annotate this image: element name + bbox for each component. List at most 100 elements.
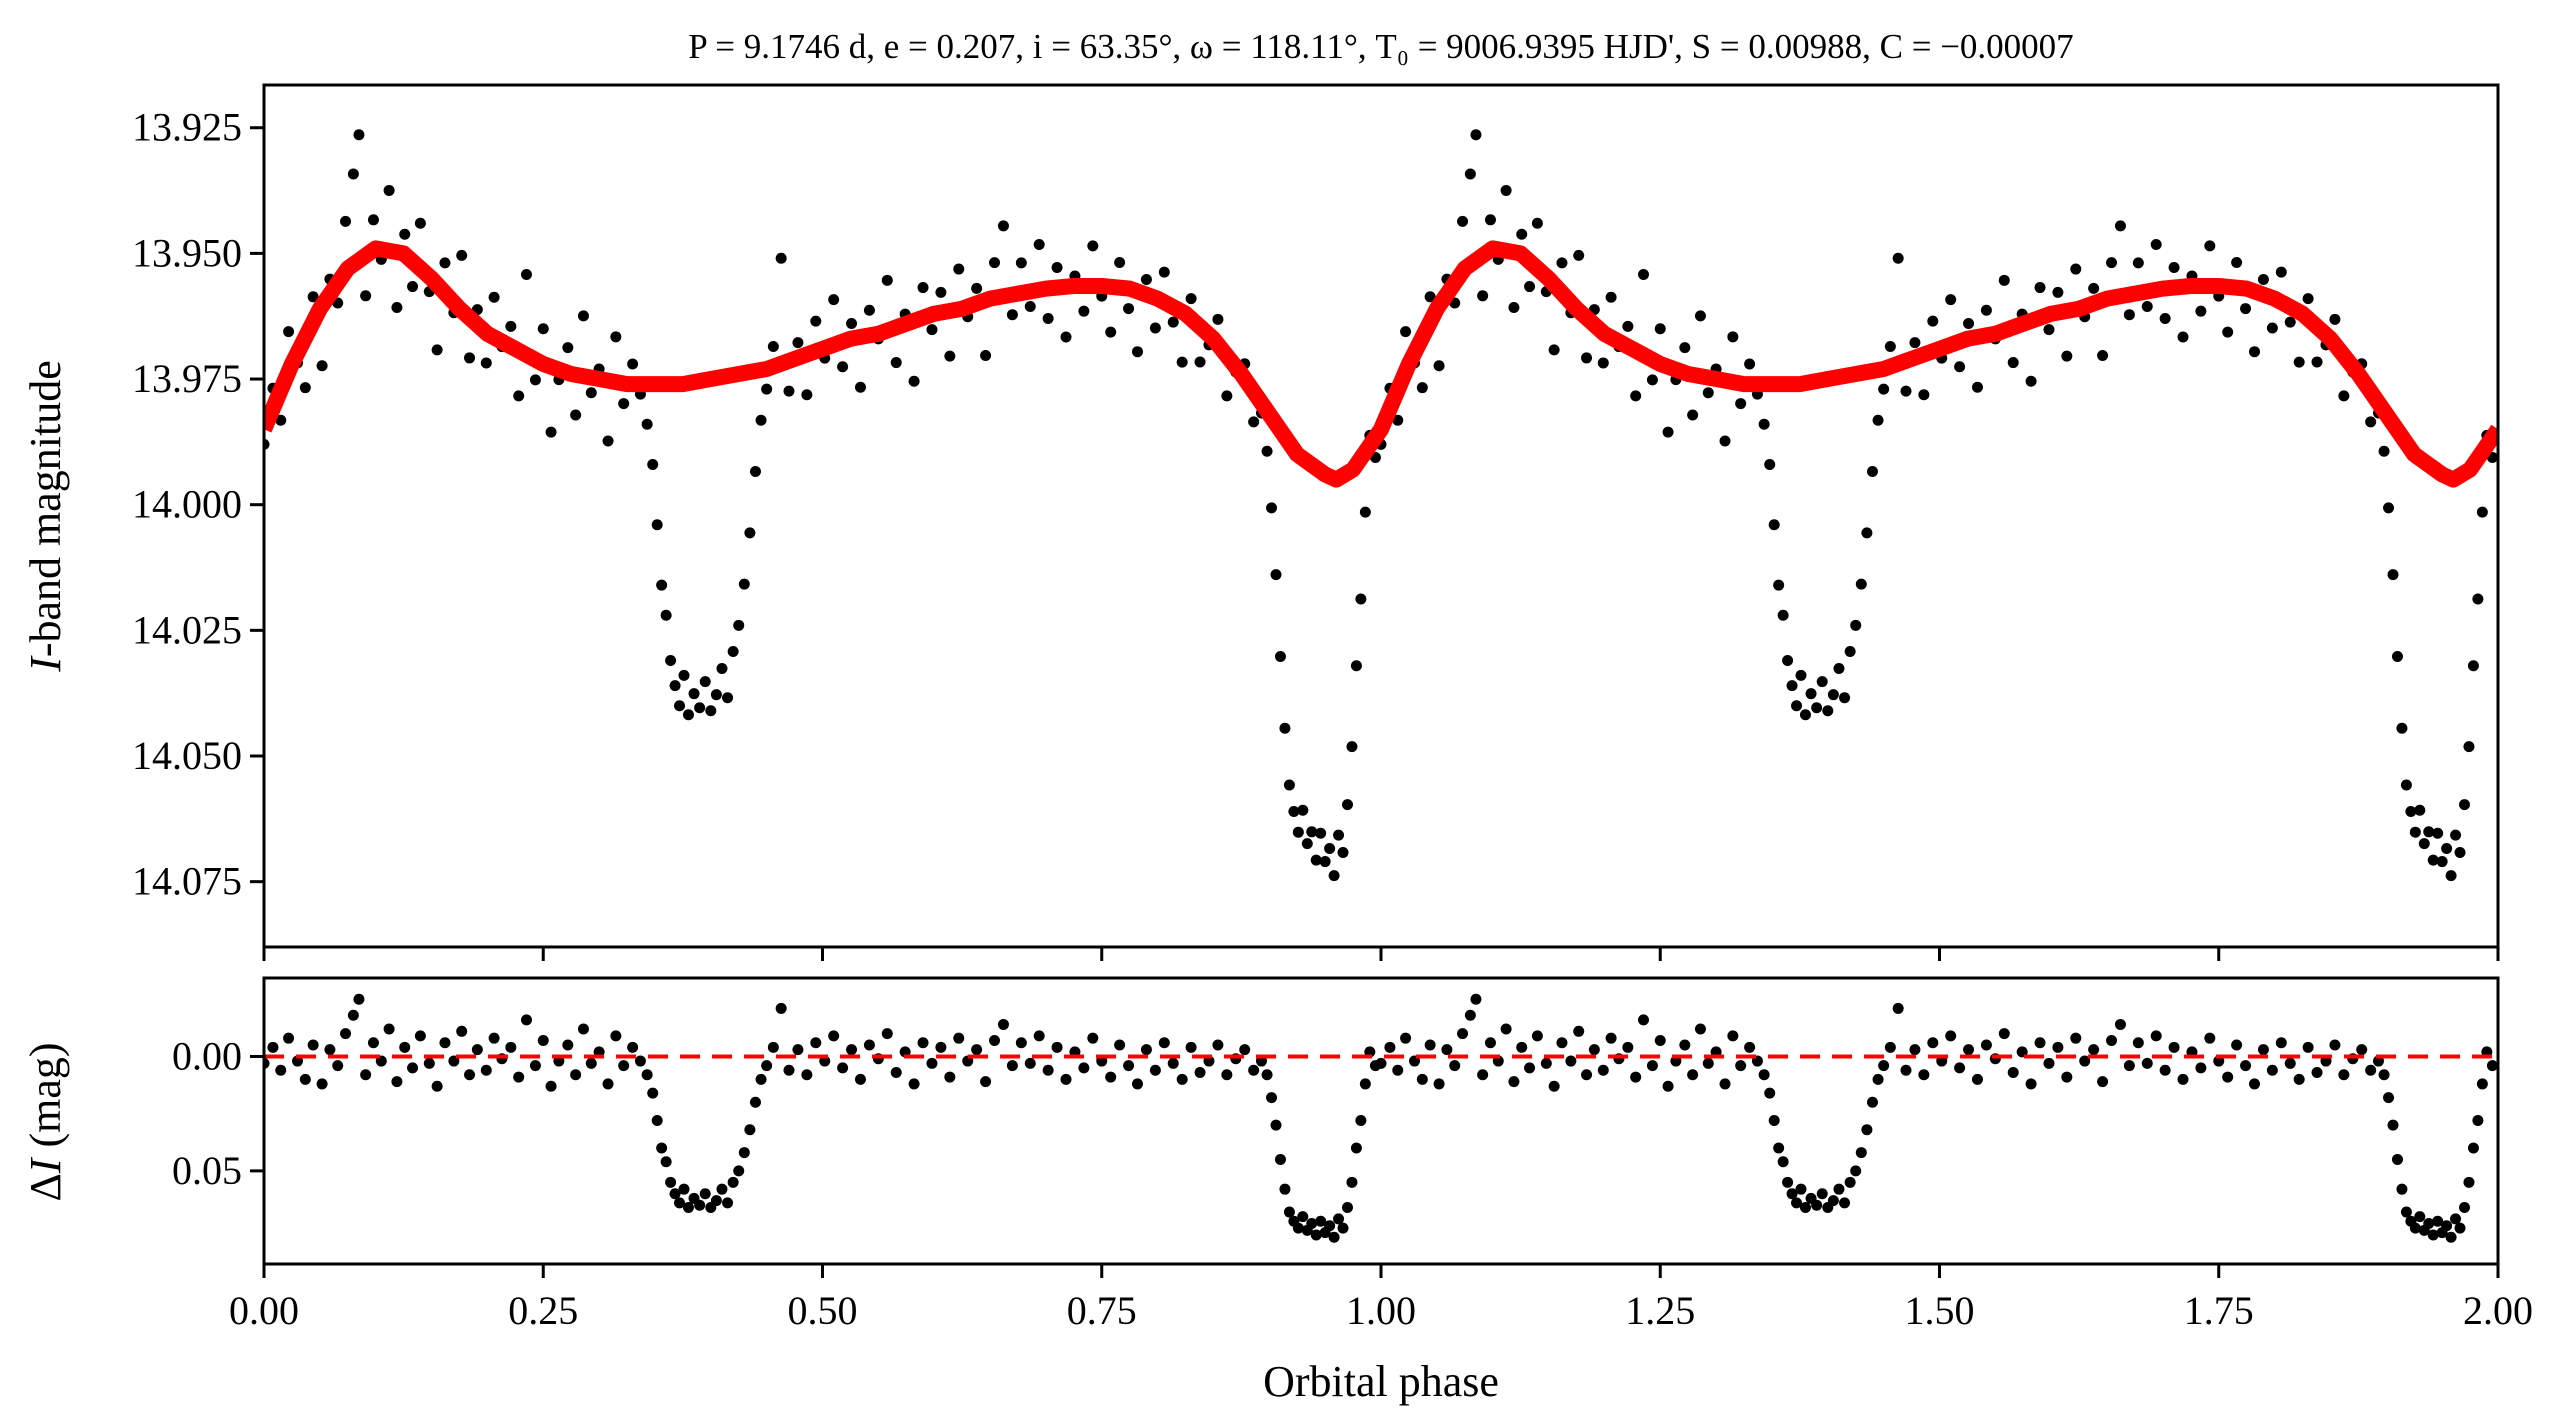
x-axis-label: Orbital phase (1263, 1357, 1499, 1406)
data-point (1791, 700, 1803, 712)
data-point (480, 357, 492, 369)
data-point (2432, 827, 2444, 839)
data-point (2414, 804, 2426, 816)
residual-point (1811, 1199, 1823, 1211)
data-point (2043, 324, 2055, 336)
residual-point (2378, 1069, 2390, 1081)
data-point (529, 374, 541, 386)
residual-point (1872, 1073, 1884, 1085)
residual-point (2293, 1073, 2305, 1085)
data-point (1679, 342, 1691, 354)
data-point (2378, 445, 2390, 457)
data-point (1630, 390, 1642, 402)
residual-point (2204, 1032, 2216, 1044)
residual-point (710, 1195, 722, 1207)
residual-point (846, 1044, 858, 1056)
data-point (1051, 261, 1063, 273)
residual-point (1687, 1069, 1699, 1081)
residual-point (1884, 1041, 1896, 1053)
residual-point (1006, 1060, 1018, 1072)
data-point (407, 281, 419, 293)
residual-point (520, 1014, 532, 1026)
residual-point (980, 1076, 992, 1088)
data-point (2007, 357, 2019, 369)
data-point (1350, 660, 1362, 672)
data-point (1261, 445, 1273, 457)
residual-point (810, 1037, 822, 1049)
residual-point (2061, 1071, 2073, 1083)
x-tick-label: 1.50 (1905, 1288, 1975, 1333)
residual-point (570, 1069, 582, 1081)
data-point (783, 385, 795, 397)
data-point (360, 290, 372, 302)
residual-point (2007, 1066, 2019, 1078)
data-point (627, 358, 639, 370)
residual-point (997, 1018, 1009, 1030)
residual-point (1283, 1206, 1295, 1218)
data-point (1597, 357, 1609, 369)
data-point (367, 214, 379, 226)
residual-point (1449, 1060, 1461, 1072)
data-point (1909, 337, 1921, 349)
data-point (1297, 804, 1309, 816)
residual-point (2441, 1220, 2453, 1232)
residual-point (1573, 1025, 1585, 1037)
data-point (275, 414, 287, 426)
data-point (1292, 826, 1304, 838)
residual-point (1646, 1060, 1658, 1072)
data-point (391, 301, 403, 313)
data-point (1945, 294, 1957, 306)
residual-point (1662, 1080, 1674, 1092)
data-point (744, 527, 756, 539)
residual-point (1477, 1069, 1489, 1081)
residual-point (340, 1028, 352, 1040)
residual-point (1416, 1073, 1428, 1085)
residual-point (2365, 1064, 2377, 1076)
residual-point (1654, 1034, 1666, 1046)
data-point (1006, 309, 1018, 321)
residual-point (863, 1039, 875, 1051)
data-point (1764, 458, 1776, 470)
data-point (641, 418, 653, 430)
residual-point (2476, 1078, 2488, 1090)
data-point (1980, 304, 1992, 316)
data-point (1822, 705, 1834, 717)
residual-point (1795, 1183, 1807, 1195)
data-point (1900, 385, 1912, 397)
data-point (1433, 360, 1445, 372)
data-point (2409, 826, 2421, 838)
residual-point (1565, 1055, 1577, 1067)
residual-point (2088, 1044, 2100, 1056)
top-y-axis: 13.925 13.950 13.975 14.000 14.025 14.050 14.0… (132, 105, 264, 904)
data-point (1508, 301, 1520, 313)
data-point (2061, 350, 2073, 362)
residual-point (1306, 1218, 1318, 1230)
residual-point (651, 1115, 663, 1127)
data-point (585, 387, 597, 399)
data-point (2383, 502, 2395, 514)
data-point (1548, 344, 1560, 356)
residual-point (1758, 1069, 1770, 1081)
residual-point (2168, 1041, 2180, 1053)
residual-point (2222, 1071, 2234, 1083)
residual-point (1764, 1087, 1776, 1099)
y-tick-label: 0.00 (172, 1033, 242, 1078)
residual-point (1954, 1062, 1966, 1074)
data-point (727, 645, 739, 657)
data-point (1033, 239, 1045, 251)
residual-point (513, 1071, 525, 1083)
data-point (2034, 282, 2046, 294)
data-point (1827, 689, 1839, 701)
data-point (710, 689, 722, 701)
residual-point (2070, 1032, 2082, 1044)
residual-point (1768, 1115, 1780, 1127)
residual-point (1266, 1092, 1278, 1104)
data-point (1274, 650, 1286, 662)
residual-point (1855, 1147, 1867, 1159)
residual-point (2454, 1222, 2466, 1234)
residual-point (1297, 1211, 1309, 1223)
residual-point (2248, 1078, 2260, 1090)
residual-point (1424, 1039, 1436, 1051)
residual-point (414, 1030, 426, 1042)
data-point (2418, 838, 2430, 850)
